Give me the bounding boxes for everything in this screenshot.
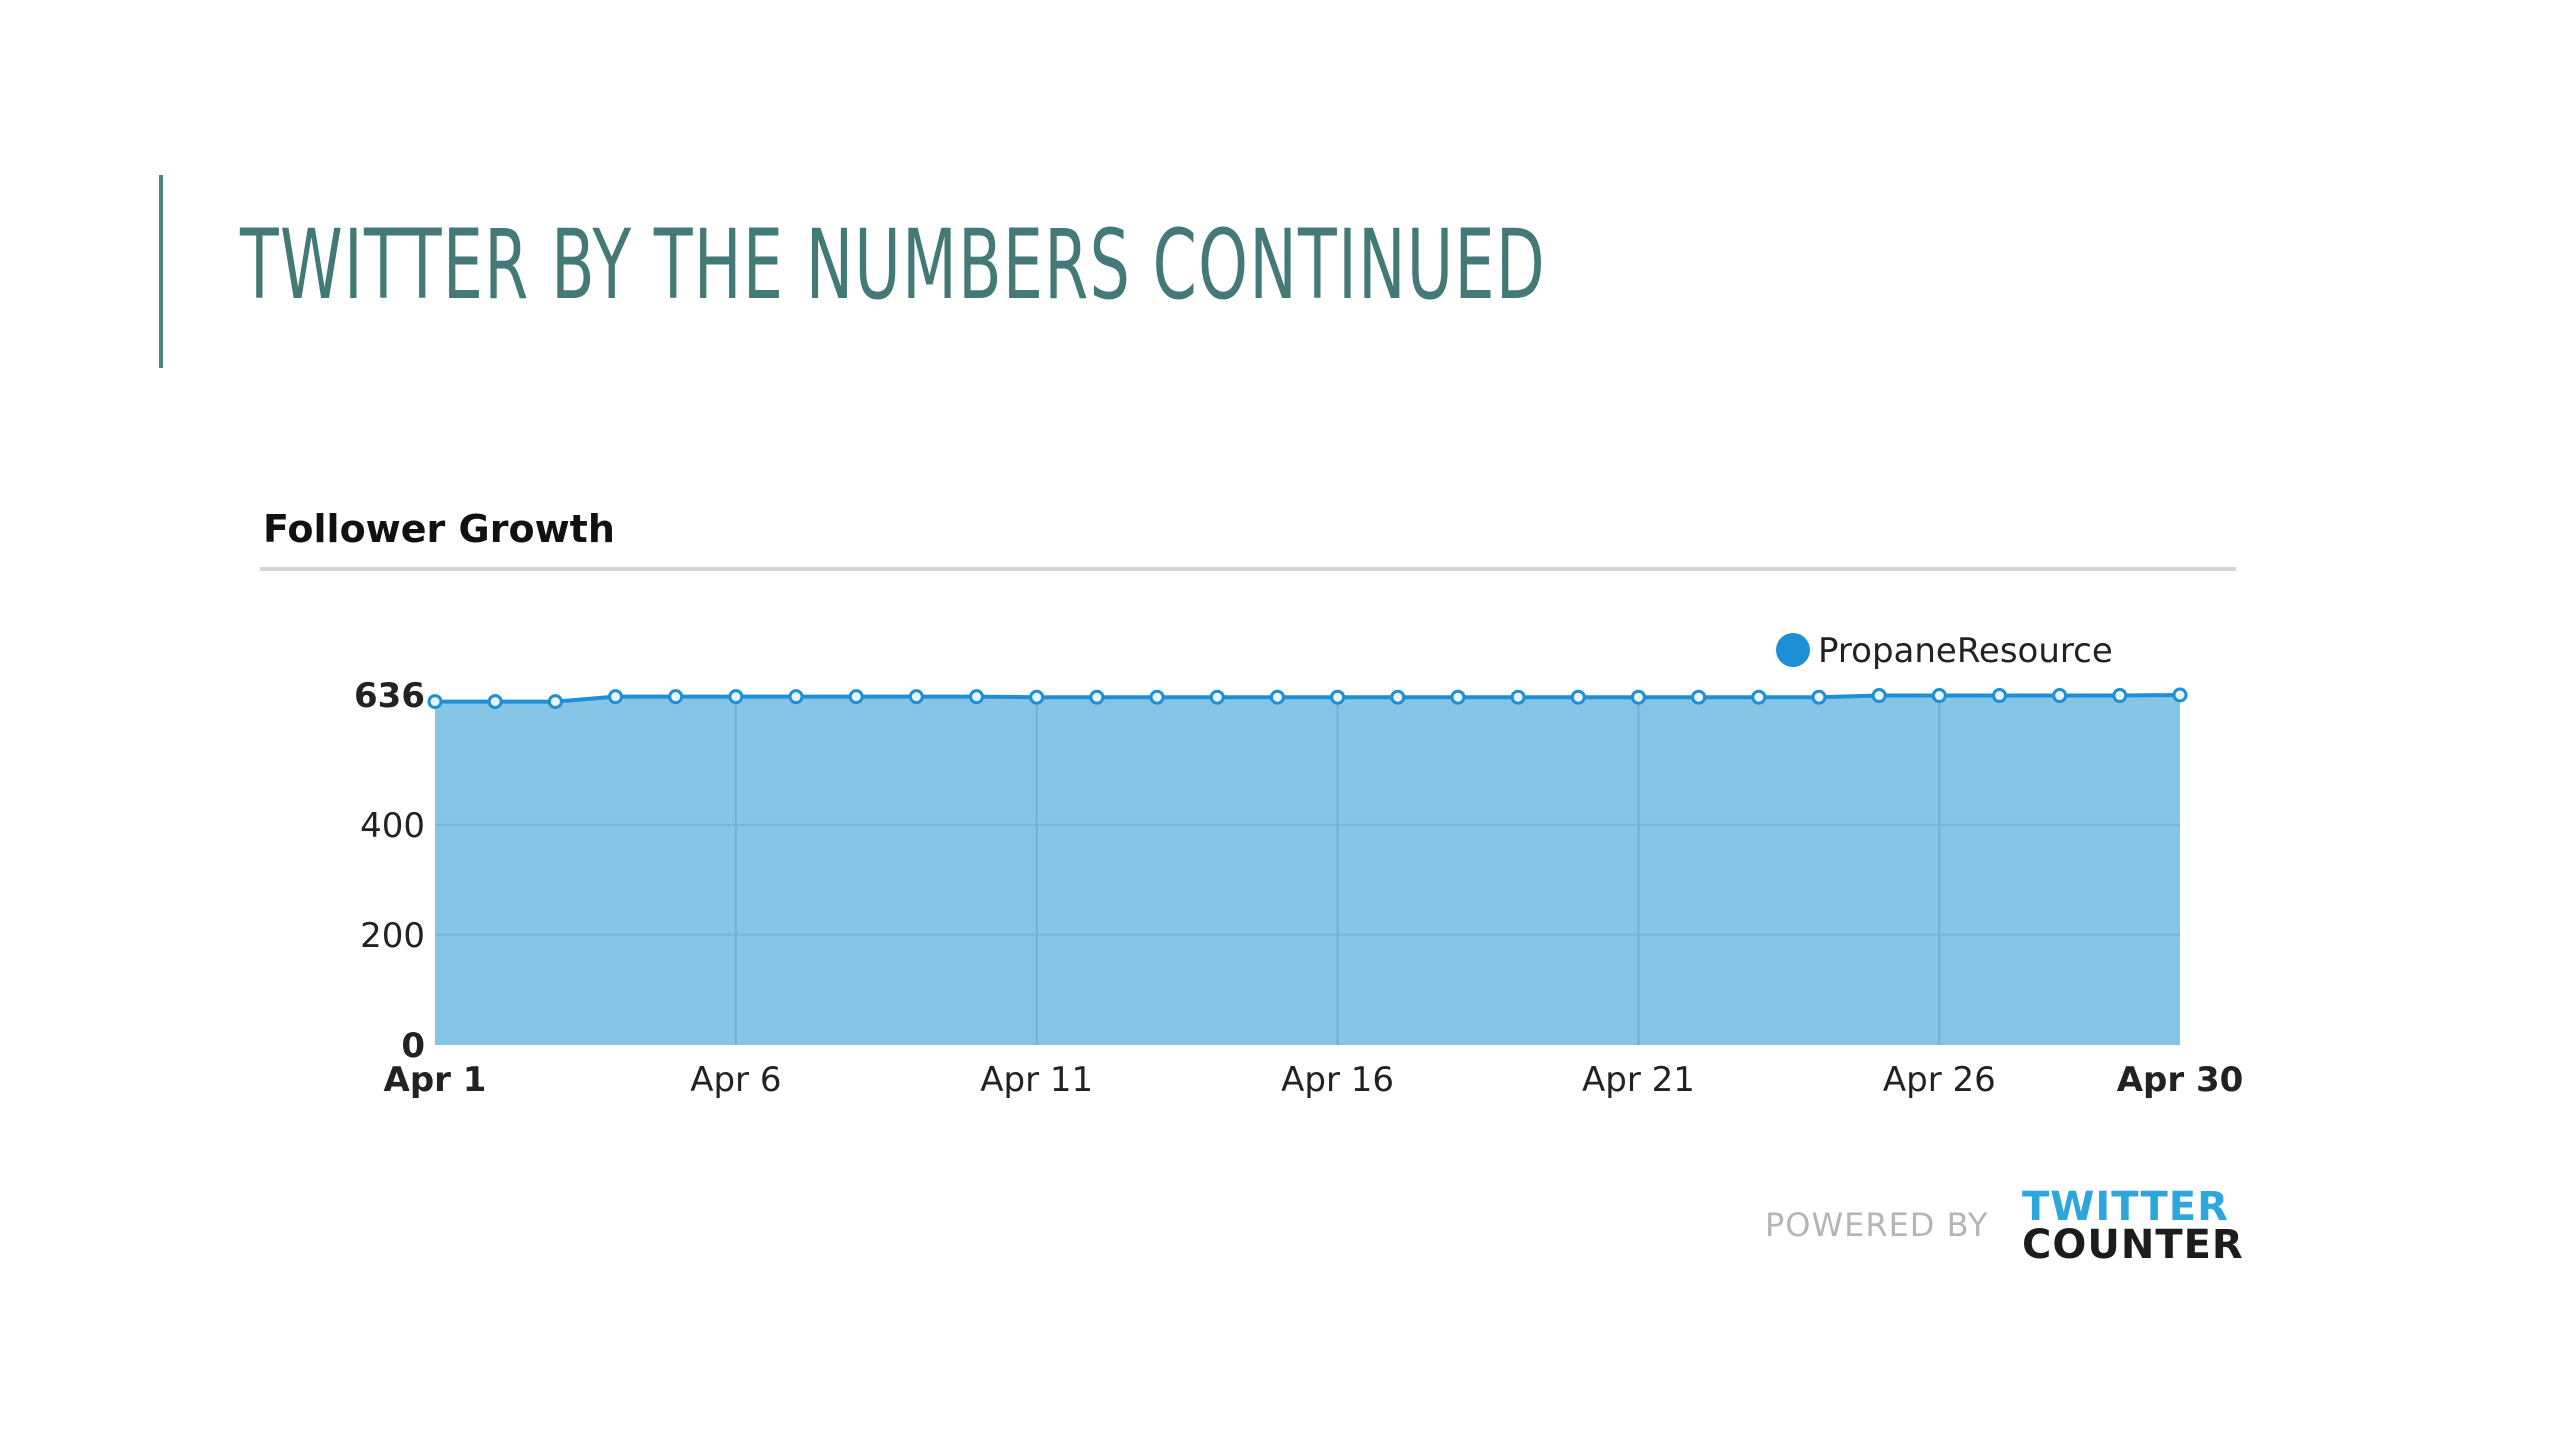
logo-line-counter: COUNTER <box>2022 1222 2244 1268</box>
chart-vertical-grid <box>435 695 2180 1045</box>
data-point <box>1330 689 1346 705</box>
y-tick-label: 0 <box>401 1026 425 1066</box>
y-tick-label: 200 <box>360 916 425 956</box>
series-area-propaneresource <box>435 695 2180 1045</box>
data-point <box>788 689 804 705</box>
chart-line-layer <box>435 693 2181 704</box>
x-axis-labels: Apr 1 Apr 6 Apr 11 Apr 16 Apr 21 Apr 26 Apr 30 <box>384 1060 2244 1100</box>
slide-title: TWITTER BY THE NUMBERS CONTINUED <box>240 209 1546 321</box>
logo-line-twitter: TWITTER <box>2022 1184 2229 1230</box>
data-point <box>1871 688 1887 704</box>
y-axis-labels: 0 200 400 636 <box>354 676 425 1066</box>
y-tick-label: 400 <box>360 806 425 846</box>
data-point <box>1450 689 1466 705</box>
data-point <box>908 689 924 705</box>
chart-legend: PropaneResource <box>1776 631 2113 671</box>
x-tick-label: Apr 30 <box>2117 1060 2244 1100</box>
data-point <box>668 689 684 705</box>
data-point <box>969 689 985 705</box>
data-point <box>487 694 503 710</box>
data-point <box>1630 689 1646 705</box>
chart-points <box>427 687 2188 710</box>
data-point <box>1390 689 1406 705</box>
data-point <box>1570 689 1586 705</box>
data-point <box>1269 689 1285 705</box>
legend-marker <box>1776 633 1810 667</box>
twitter-counter-logo: TWITTER COUNTER <box>2022 1184 2243 1267</box>
chart-title: Follower Growth <box>263 507 615 551</box>
chart-title-divider <box>260 567 2236 571</box>
data-point <box>1209 689 1225 705</box>
data-point <box>848 689 864 705</box>
data-point <box>427 694 443 710</box>
data-point <box>1029 689 1045 705</box>
series-line-propaneresource <box>435 693 2181 704</box>
legend-label: PropaneResource <box>1818 631 2113 671</box>
data-point <box>1510 689 1526 705</box>
x-tick-label: Apr 11 <box>980 1060 1093 1100</box>
x-tick-label: Apr 1 <box>384 1060 487 1100</box>
x-tick-label: Apr 6 <box>690 1060 781 1100</box>
x-tick-label: Apr 21 <box>1582 1060 1695 1100</box>
data-point <box>1149 689 1165 705</box>
data-point <box>1751 689 1767 705</box>
title-accent-bar <box>159 175 163 368</box>
data-point <box>1931 688 1947 704</box>
data-point <box>547 694 563 710</box>
y-tick-label: 636 <box>354 676 425 716</box>
x-tick-label: Apr 16 <box>1281 1060 1394 1100</box>
data-point <box>2112 688 2128 704</box>
data-point <box>1691 689 1707 705</box>
x-tick-label: Apr 26 <box>1883 1060 1996 1100</box>
powered-by-label: POWERED BY <box>1765 1206 1989 1244</box>
data-point <box>608 689 624 705</box>
chart-area-layer <box>435 695 2180 1045</box>
data-point <box>1811 689 1827 705</box>
data-point <box>1089 689 1105 705</box>
data-point <box>2052 688 2068 704</box>
data-point <box>1991 688 2007 704</box>
data-point <box>2172 687 2188 703</box>
data-point <box>728 689 744 705</box>
